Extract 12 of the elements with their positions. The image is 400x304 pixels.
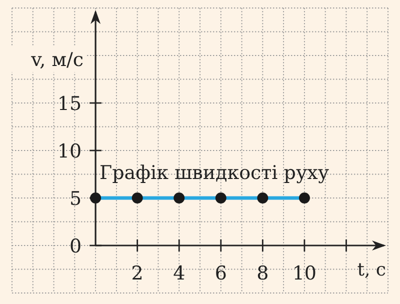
x-tick-label: 6: [214, 262, 227, 284]
y-axis-title: v, м/с: [30, 49, 84, 71]
annotation: Графік швидкості руху: [100, 162, 330, 184]
y-tick-label: 15: [57, 93, 82, 115]
x-axis-title: t, с: [357, 260, 386, 280]
x-tick-label: 2: [131, 262, 144, 284]
x-tick-label: 4: [173, 262, 186, 284]
y-tick-label: 0: [69, 236, 82, 258]
x-tick-label: 8: [256, 262, 269, 284]
y-tick-label: 5: [69, 188, 82, 210]
y-tick-label: 10: [57, 140, 82, 162]
x-tick-label: 10: [292, 262, 317, 284]
